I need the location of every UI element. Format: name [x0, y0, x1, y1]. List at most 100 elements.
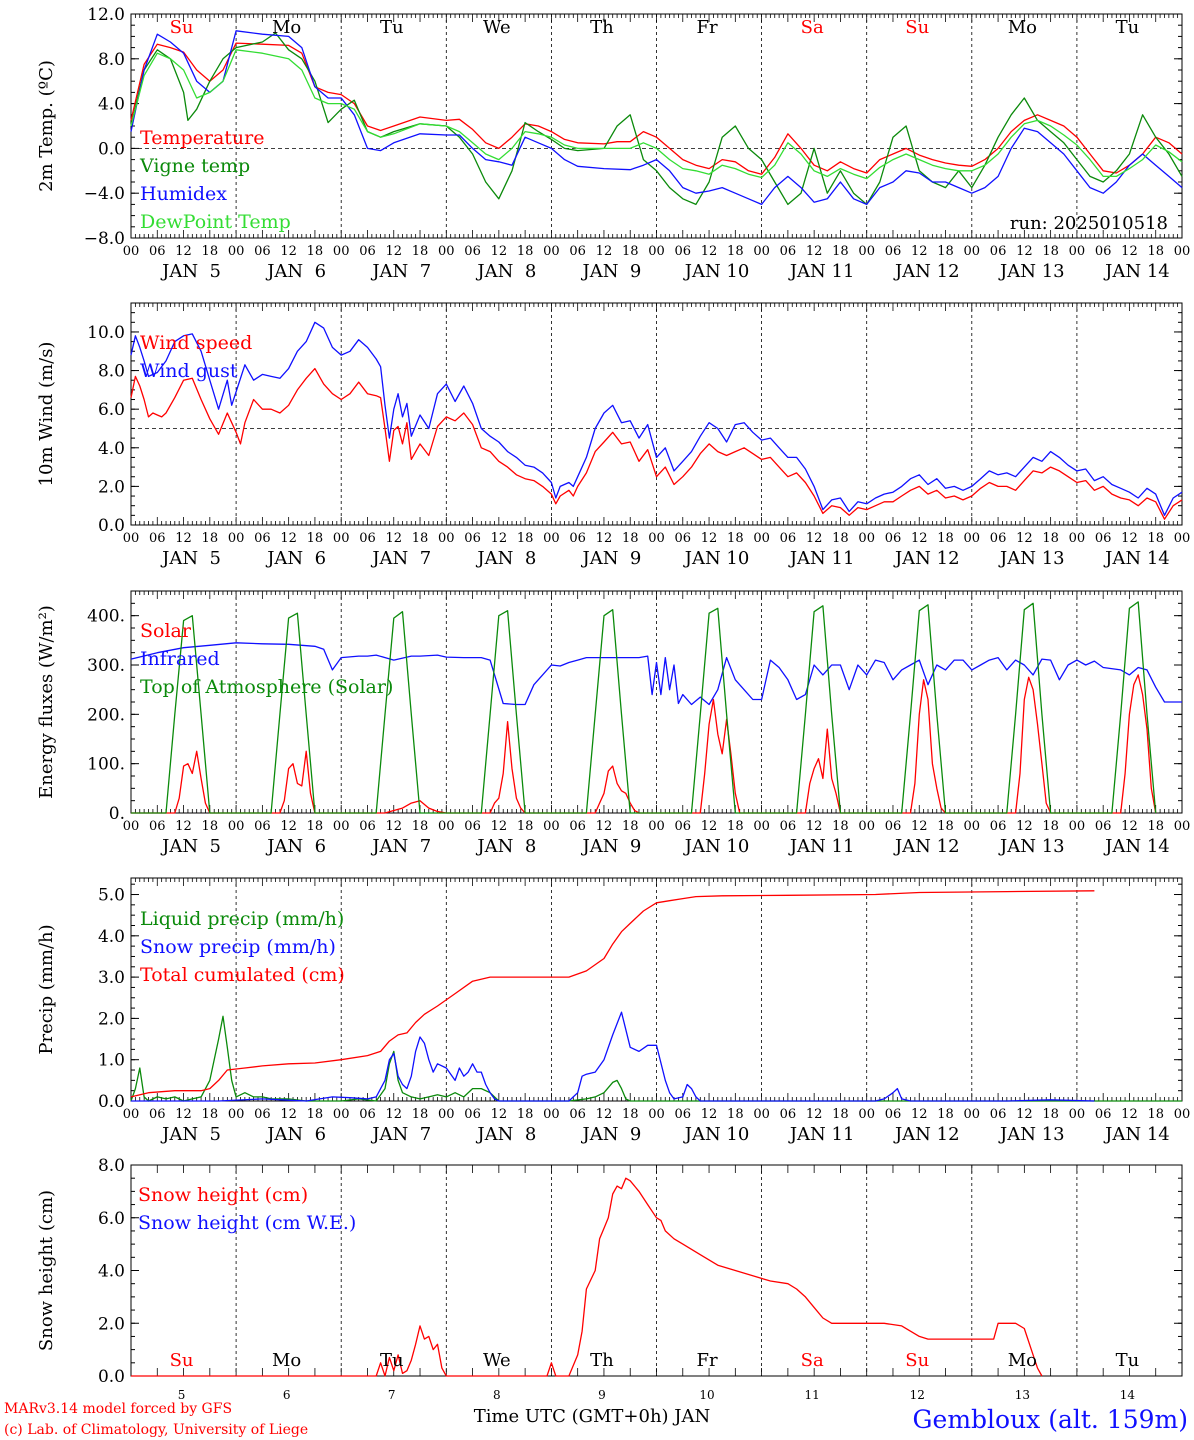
- hour-label: 18: [412, 1107, 429, 1122]
- series-line-temperature-0: [130, 42, 1183, 175]
- hour-label: 12: [280, 1107, 297, 1122]
- hour-label: 12: [175, 244, 192, 259]
- weekday-label: Th: [590, 17, 614, 38]
- hour-label: 00: [1174, 531, 1191, 546]
- hour-label: 06: [885, 819, 902, 834]
- hour-label: 18: [517, 819, 534, 834]
- hour-label: 06: [675, 244, 692, 259]
- plot-frame-temperature: [130, 13, 1183, 239]
- legend-entry: Wind speed: [140, 332, 252, 354]
- hour-label: 12: [596, 531, 613, 546]
- series-line-precip-1: [131, 1011, 1095, 1102]
- hour-label: 00: [228, 819, 245, 834]
- legend-entry: Snow height (cm W.E.): [138, 1212, 356, 1234]
- y-tick-label: 6.0: [98, 400, 125, 420]
- hour-label: 06: [569, 244, 586, 259]
- hour-label: 00: [438, 531, 455, 546]
- hour-label: 00: [753, 531, 770, 546]
- date-label: JAN 7: [370, 836, 431, 857]
- hour-label: 00: [438, 244, 455, 259]
- date-label: JAN 14: [1103, 1124, 1170, 1145]
- y-tick-label: 2.0: [98, 1314, 125, 1334]
- hour-label: 12: [491, 531, 508, 546]
- hour-label: 00: [648, 1107, 665, 1122]
- hour-label: 06: [885, 244, 902, 259]
- y-tick-label: −4.0: [84, 184, 125, 204]
- hour-label: 00: [753, 1107, 770, 1122]
- hour-label: 00: [438, 819, 455, 834]
- hour-label: 00: [648, 819, 665, 834]
- hour-label: 12: [175, 1107, 192, 1122]
- hour-label: 00: [1069, 1107, 1086, 1122]
- hour-label: 18: [202, 244, 219, 259]
- hour-label: 06: [254, 244, 271, 259]
- y-tick-label: 4.0: [98, 927, 125, 947]
- y-tick-label: 100.: [87, 755, 125, 775]
- y-axis-label-energy: Energy fluxes (W/m²): [36, 605, 57, 799]
- hour-label: 12: [1121, 1107, 1138, 1122]
- hour-label: 00: [228, 531, 245, 546]
- hour-label: 06: [990, 1107, 1007, 1122]
- legend-entry: Wind gust: [140, 360, 238, 382]
- y-tick-label: 12.0: [87, 5, 125, 25]
- y-tick-label: 0.0: [98, 516, 125, 536]
- date-label: JAN 8: [475, 261, 536, 282]
- hour-label: 00: [858, 244, 875, 259]
- y-tick-label: −8.0: [84, 229, 125, 249]
- date-label: JAN 9: [581, 548, 642, 569]
- weekday-label: We: [483, 17, 511, 38]
- date-label: JAN 12: [893, 261, 960, 282]
- hour-label: 18: [412, 531, 429, 546]
- series-line-temperature-2: [130, 30, 1183, 206]
- weekday-label: Su: [170, 1350, 194, 1371]
- legend-entry: Infrared: [140, 648, 220, 670]
- hour-label: 12: [596, 244, 613, 259]
- hour-label: 12: [1016, 244, 1033, 259]
- hour-label: 06: [675, 1107, 692, 1122]
- hour-label: 06: [1095, 819, 1112, 834]
- y-tick-label: 5.0: [98, 886, 125, 906]
- hour-label: 06: [885, 531, 902, 546]
- hour-label: 12: [596, 1107, 613, 1122]
- hour-label: 06: [990, 531, 1007, 546]
- hour-label: 18: [832, 244, 849, 259]
- hour-label: 12: [596, 819, 613, 834]
- hour-label: 12: [701, 1107, 718, 1122]
- weekday-label: Fr: [697, 1350, 718, 1371]
- hour-label: 12: [1121, 244, 1138, 259]
- y-tick-label: 8.0: [98, 1156, 125, 1176]
- series-line-snow-0: [131, 1177, 1043, 1377]
- day-number: 5: [178, 1388, 186, 1402]
- hour-label: 00: [964, 531, 981, 546]
- legend-entry: Liquid precip (mm/h): [140, 908, 344, 930]
- hour-label: 12: [385, 531, 402, 546]
- hour-label: 00: [858, 531, 875, 546]
- hour-label: 18: [1147, 819, 1164, 834]
- hour-label: 00: [753, 244, 770, 259]
- hour-label: 18: [937, 1107, 954, 1122]
- hour-label: 06: [990, 244, 1007, 259]
- hour-label: 00: [648, 244, 665, 259]
- hour-label: 18: [1042, 1107, 1059, 1122]
- day-number: 9: [598, 1388, 606, 1402]
- station-label: Gembloux (alt. 159m): [913, 1405, 1188, 1434]
- y-tick-label: 300.: [87, 656, 125, 676]
- weekday-label: Tu: [380, 17, 404, 38]
- hour-label: 18: [832, 819, 849, 834]
- date-label: JAN 11: [788, 836, 855, 857]
- day-number: 7: [388, 1388, 396, 1402]
- weekday-label: Th: [590, 1350, 614, 1371]
- hour-label: 18: [1042, 531, 1059, 546]
- hour-label: 18: [202, 1107, 219, 1122]
- date-label: JAN 6: [265, 836, 326, 857]
- date-label: JAN 8: [475, 836, 536, 857]
- hour-label: 00: [543, 531, 560, 546]
- hour-label: 18: [937, 819, 954, 834]
- date-label: JAN 7: [370, 261, 431, 282]
- y-tick-label: 1.0: [98, 1051, 125, 1071]
- hour-label: 00: [1174, 1107, 1191, 1122]
- hour-label: 18: [937, 531, 954, 546]
- weekday-label: Mo: [1008, 17, 1037, 38]
- hour-label: 18: [727, 1107, 744, 1122]
- hour-label: 18: [1147, 244, 1164, 259]
